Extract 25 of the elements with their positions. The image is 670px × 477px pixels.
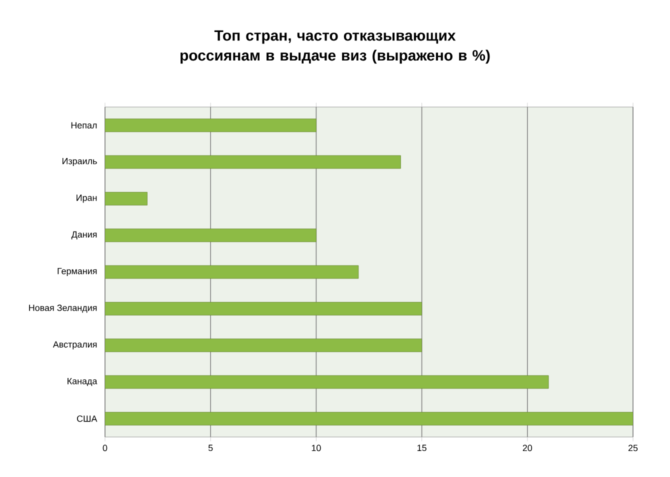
y-tick-label: Канада — [68, 378, 98, 386]
y-tick-label: Иран — [76, 194, 97, 203]
y-tick-label: Австралия — [52, 341, 97, 350]
bar — [105, 192, 148, 206]
y-tick-label: Новая Зеландия — [29, 304, 97, 313]
bar — [105, 228, 316, 242]
bar — [105, 338, 422, 352]
x-tick-label: 0 — [102, 444, 108, 452]
y-tick-label: Германия — [58, 268, 97, 276]
x-tick-label: 5 — [208, 444, 213, 452]
x-tick-label: 25 — [628, 444, 638, 452]
bar — [105, 118, 316, 132]
y-tick-label: США — [77, 415, 98, 422]
bar — [105, 155, 401, 169]
y-tick-label: Дания — [71, 231, 97, 240]
x-tick-label: 10 — [312, 444, 321, 452]
x-tick-label: 15 — [418, 444, 426, 452]
y-tick-label: Непал — [71, 122, 97, 128]
bar — [105, 265, 359, 279]
chart-title: Топ стран, часто отказывающих россиянам в выдаче виз (выражено в %) — [180, 30, 490, 64]
bar — [105, 412, 634, 426]
y-tick-label: Израиль — [62, 158, 97, 166]
bar — [105, 375, 549, 389]
bar — [105, 302, 422, 316]
x-tick-label: 20 — [522, 444, 532, 452]
